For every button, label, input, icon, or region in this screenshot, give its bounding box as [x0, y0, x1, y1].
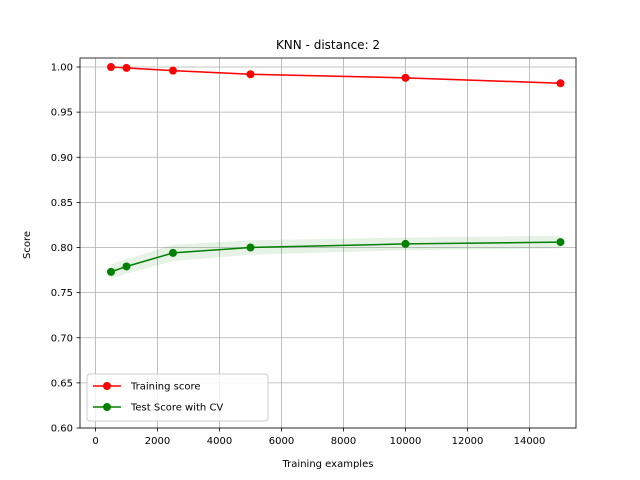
legend-box — [86, 373, 269, 422]
plot-area: 0 2000 4000 6000 8000 10000 12000 14000 0.60 0.65… — [51, 57, 577, 447]
y-tick-label: 0.65 — [51, 378, 73, 389]
x-tick-label: 12000 — [452, 436, 484, 447]
series-0-point — [401, 73, 410, 82]
y-tick-label: 1.00 — [51, 63, 73, 74]
series-1-band — [111, 235, 561, 280]
series-1-point — [556, 238, 565, 247]
series-0-point — [246, 70, 255, 79]
series-0-point — [122, 63, 131, 72]
axes-frame — [79, 57, 577, 429]
legend: Training score Test Score with CV — [86, 373, 269, 422]
series-1-point — [122, 262, 131, 271]
y-tick-label: 0.85 — [51, 198, 73, 209]
x-tick-label: 0 — [92, 436, 98, 447]
y-tick-label: 0.60 — [51, 424, 73, 435]
x-tick-label: 14000 — [514, 436, 546, 447]
y-tick-label: 0.75 — [51, 288, 73, 299]
series-0-point — [169, 66, 177, 75]
y-tick-label: 0.80 — [51, 243, 73, 254]
legend-marker-1 — [103, 403, 111, 411]
legend-marker-0 — [103, 382, 111, 390]
series-1-point — [169, 248, 177, 257]
x-tick-label: 10000 — [390, 436, 422, 447]
y-tick-label: 0.90 — [51, 153, 73, 164]
series-0-point — [556, 79, 565, 88]
series-1-point — [401, 239, 410, 248]
x-tick-label: 2000 — [145, 436, 170, 447]
y-tick-label: 0.70 — [51, 333, 73, 344]
series-1-point — [246, 243, 255, 252]
y-tick-label: 0.95 — [51, 108, 73, 119]
legend-label-1: Test Score with CV — [130, 403, 223, 414]
y-axis-label: Score — [22, 231, 33, 259]
x-tick-label: 4000 — [207, 436, 232, 447]
series-0-point — [107, 63, 115, 72]
series-1-point — [107, 267, 115, 276]
x-tick-label: 8000 — [331, 436, 356, 447]
chart-title: KNN - distance: 2 — [276, 38, 380, 52]
x-tick-label: 6000 — [269, 436, 294, 447]
x-axis-label: Training examples — [282, 459, 374, 470]
legend-label-0: Training score — [130, 382, 201, 393]
